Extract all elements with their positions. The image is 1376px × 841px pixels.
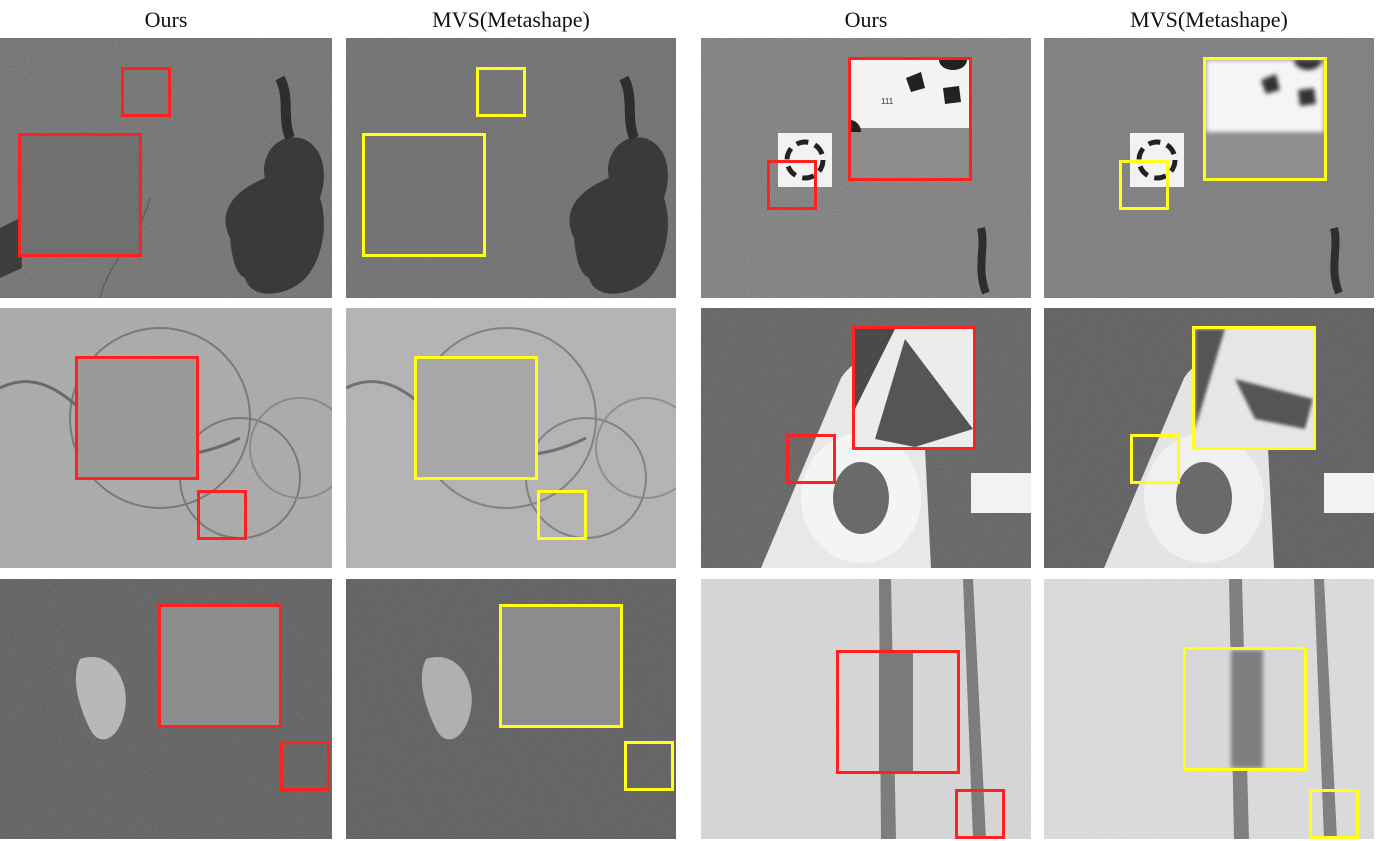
region-highlight-box <box>476 67 526 117</box>
region-highlight-box <box>767 160 817 210</box>
marker-label: 111 <box>881 97 894 106</box>
image-panel-mvs-row1-left <box>346 38 676 298</box>
region-highlight-box <box>1119 160 1169 210</box>
region-highlight-box <box>197 490 247 540</box>
region-highlight-box <box>121 67 171 117</box>
image-panel-ours-row1-right: 111 <box>701 38 1031 298</box>
image-panel-ours-row3-left <box>0 579 332 839</box>
zoom-inset-box <box>362 133 486 257</box>
region-highlight-box <box>280 741 330 791</box>
zoom-inset-box <box>1203 57 1327 181</box>
image-panel-mvs-row3-left <box>346 579 676 839</box>
column-header-ours-right: Ours <box>844 7 888 32</box>
region-highlight-box <box>537 490 587 540</box>
column-header-mvs-right: MVS(Metashape) <box>1130 7 1288 32</box>
zoom-inset-box <box>852 326 976 450</box>
zoom-inset-box <box>499 604 623 728</box>
region-highlight-box <box>955 789 1005 839</box>
zoom-inset-box <box>836 650 960 774</box>
region-highlight-box <box>624 741 674 791</box>
image-panel-mvs-row1-right <box>1044 38 1374 298</box>
column-header-mvs-left: MVS(Metashape) <box>432 7 590 32</box>
image-panel-mvs-row2-left <box>346 308 676 568</box>
zoom-inset-box <box>158 604 282 728</box>
column-header-ours-left: Ours <box>144 7 188 32</box>
zoom-inset-box <box>1192 326 1316 450</box>
region-highlight-box <box>786 434 836 484</box>
image-panel-ours-row1-left <box>0 38 332 298</box>
region-highlight-box <box>1309 789 1359 839</box>
zoom-inset-box <box>414 356 538 480</box>
image-panel-ours-row2-left <box>0 308 332 568</box>
zoom-inset-box <box>75 356 199 480</box>
region-highlight-box <box>1130 434 1180 484</box>
image-panel-mvs-row2-right <box>1044 308 1374 568</box>
zoom-inset-box <box>18 133 142 257</box>
zoom-inset-box: 111 <box>848 57 972 181</box>
image-panel-ours-row3-right <box>701 579 1031 839</box>
image-panel-ours-row2-right <box>701 308 1031 568</box>
zoom-inset-box <box>1183 647 1307 771</box>
image-panel-mvs-row3-right <box>1044 579 1374 839</box>
